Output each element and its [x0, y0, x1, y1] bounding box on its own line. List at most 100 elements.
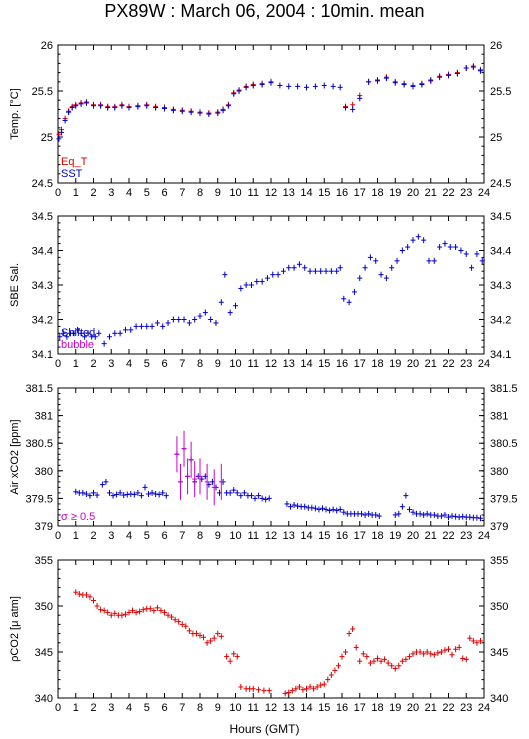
- x-tick-label: 11: [248, 358, 259, 370]
- y-axis-label: ρCO2 [μ atm]: [9, 596, 21, 662]
- y-tick-label-right: 24.5: [490, 178, 511, 190]
- x-tick-label: 9: [215, 358, 221, 370]
- y-tick-label-right: 380: [490, 466, 508, 478]
- x-tick-label: 6: [161, 187, 167, 199]
- x-tick-label: 20: [407, 530, 419, 542]
- x-tick-label: 5: [144, 358, 150, 370]
- x-tick-label: 14: [300, 530, 312, 542]
- x-tick-label: 7: [179, 702, 185, 714]
- x-tick-label: 3: [108, 358, 114, 370]
- x-tick-label: 21: [425, 358, 437, 370]
- y-tick-label-left: 34.4: [32, 246, 53, 258]
- y-tick-label-left: 24.5: [32, 178, 53, 190]
- x-tick-label: 15: [318, 530, 330, 542]
- x-tick-label: 21: [425, 530, 437, 542]
- x-tick-label: 2: [90, 187, 96, 199]
- x-tick-label: 10: [229, 530, 241, 542]
- legend-entry: Shifted: [61, 327, 95, 339]
- y-tick-label-right: 34.5: [490, 211, 511, 223]
- x-tick-label: 10: [229, 702, 241, 714]
- chart-panel-2: 0 1 2 3 4 5 6 7 8 9 10 11 12 13 14 15 16 17 18 19 20 21 22 23 24…: [9, 211, 511, 370]
- x-tick-label: 3: [108, 530, 114, 542]
- x-tick-label: 3: [108, 702, 114, 714]
- x-tick-label: 0: [55, 358, 61, 370]
- x-tick-label: 16: [336, 530, 348, 542]
- x-tick-label: 12: [265, 702, 277, 714]
- y-tick-label-left: 381: [35, 411, 53, 423]
- series-1: [57, 233, 485, 347]
- x-tick-label: 7: [179, 530, 185, 542]
- y-tick-label-left: 380: [35, 466, 53, 478]
- y-tick-label-right: 350: [490, 601, 508, 613]
- x-tick-label: 9: [215, 187, 221, 199]
- series-2: [174, 430, 224, 506]
- x-tick-label: 19: [389, 187, 401, 199]
- y-tick-label-right: 379.5: [490, 493, 518, 505]
- x-tick-label: 19: [389, 530, 401, 542]
- x-tick-label: 18: [371, 187, 383, 199]
- chart-panel-3: 0 1 2 3 4 5 6 7 8 9 10 11 12 13 14 15 16 17 18 19 20 21 22 23 24…: [9, 383, 518, 542]
- y-tick-label-left: 26: [41, 40, 53, 52]
- legend-entry: σ ≥ 0.5: [61, 511, 95, 523]
- y-tick-label-left: 350: [35, 601, 53, 613]
- x-tick-label: 3: [108, 187, 114, 199]
- y-tick-label-right: 340: [490, 693, 508, 705]
- x-tick-label: 6: [161, 702, 167, 714]
- y-tick-label-right: 355: [490, 555, 508, 567]
- y-axis-label: Temp. [°C]: [9, 88, 21, 139]
- y-tick-label-left: 25: [41, 132, 53, 144]
- x-tick-label: 19: [389, 702, 401, 714]
- x-tick-label: 13: [283, 530, 295, 542]
- plot-frame: [57, 559, 485, 699]
- legend-entry: Eq_T: [61, 156, 88, 168]
- x-tick-label: 21: [425, 702, 437, 714]
- x-tick-label: 10: [229, 187, 241, 199]
- x-tick-label: 12: [265, 187, 277, 199]
- y-tick-label-left: 355: [35, 555, 53, 567]
- x-tick-label: 23: [460, 187, 472, 199]
- series-1: [56, 63, 483, 138]
- x-tick-label: 11: [248, 702, 259, 714]
- x-tick-label: 9: [215, 530, 221, 542]
- series-1: [73, 589, 483, 697]
- x-tick-label: 17: [354, 358, 366, 370]
- x-tick-label: 8: [197, 702, 203, 714]
- y-tick-label-right: 34.3: [490, 280, 511, 292]
- x-tick-label: 11: [248, 530, 259, 542]
- x-tick-label: 11: [248, 187, 259, 199]
- y-tick-label-right: 25.5: [490, 86, 511, 98]
- chart-title: PX89W : March 06, 2004 : 10min. mean: [104, 1, 425, 21]
- x-tick-label: 4: [126, 530, 132, 542]
- x-tick-label: 12: [265, 530, 277, 542]
- y-tick-label-left: 25.5: [32, 86, 53, 98]
- x-tick-label: 20: [407, 358, 419, 370]
- y-tick-label-right: 34.4: [490, 246, 511, 258]
- x-tick-label: 22: [442, 530, 454, 542]
- x-tick-label: 7: [179, 187, 185, 199]
- x-tick-label: 8: [197, 358, 203, 370]
- y-tick-label-left: 34.1: [32, 349, 53, 361]
- y-tick-label-left: 379.5: [25, 493, 53, 505]
- x-tick-label: 12: [265, 358, 277, 370]
- x-tick-label: 6: [161, 358, 167, 370]
- x-tick-label: 2: [90, 530, 96, 542]
- x-tick-label: 23: [460, 702, 472, 714]
- y-tick-label-right: 380.5: [490, 438, 518, 450]
- x-tick-label: 20: [407, 702, 419, 714]
- y-tick-label-right: 25: [490, 132, 502, 144]
- y-tick-label-left: 345: [35, 647, 53, 659]
- plot-frame: [57, 387, 485, 527]
- x-tick-label: 2: [90, 358, 96, 370]
- x-tick-label: 22: [442, 358, 454, 370]
- x-tick-label: 1: [73, 187, 79, 199]
- x-tick-label: 24: [478, 358, 490, 370]
- x-tick-label: 23: [460, 530, 472, 542]
- y-tick-label-right: 26: [490, 40, 502, 52]
- y-tick-label-right: 34.1: [490, 349, 511, 361]
- x-tick-label: 5: [144, 530, 150, 542]
- x-tick-label: 8: [197, 187, 203, 199]
- x-tick-label: 18: [371, 702, 383, 714]
- x-tick-label: 6: [161, 530, 167, 542]
- y-axis-label: SBE Sal.: [9, 263, 21, 307]
